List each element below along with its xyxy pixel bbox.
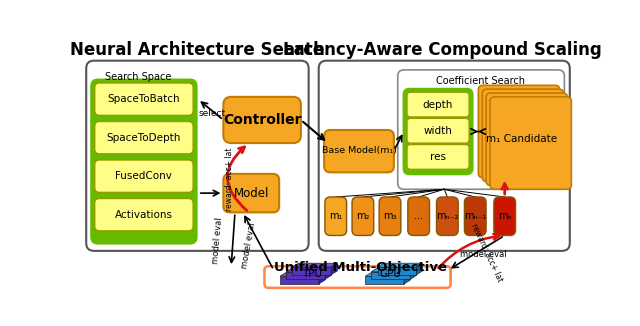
Text: reward: acc+ lat: reward: acc+ lat (225, 147, 234, 211)
Text: reward: acc+ lat: reward: acc+ lat (469, 223, 504, 284)
FancyBboxPatch shape (379, 197, 401, 235)
FancyBboxPatch shape (482, 89, 564, 182)
Text: select: select (198, 109, 225, 118)
FancyBboxPatch shape (436, 197, 458, 235)
Polygon shape (286, 268, 331, 272)
Text: m₂: m₂ (356, 211, 369, 221)
FancyBboxPatch shape (264, 266, 451, 288)
Polygon shape (319, 273, 325, 284)
FancyBboxPatch shape (92, 80, 196, 243)
Text: m₁: m₁ (329, 211, 342, 221)
FancyBboxPatch shape (486, 93, 568, 185)
FancyBboxPatch shape (407, 145, 469, 169)
Polygon shape (365, 276, 404, 284)
Text: model eval: model eval (241, 222, 257, 269)
Text: mₙ₋₂: mₙ₋₂ (436, 211, 458, 221)
Text: width: width (424, 126, 452, 136)
Text: mₙ: mₙ (498, 211, 511, 221)
Text: FusedConv: FusedConv (115, 171, 172, 181)
FancyBboxPatch shape (319, 61, 570, 251)
Text: Base Model(m₁): Base Model(m₁) (321, 146, 397, 155)
FancyBboxPatch shape (223, 174, 279, 212)
FancyBboxPatch shape (404, 89, 472, 174)
Polygon shape (371, 272, 410, 279)
FancyBboxPatch shape (407, 118, 469, 143)
FancyBboxPatch shape (490, 97, 572, 189)
Text: m₃: m₃ (383, 211, 397, 221)
FancyBboxPatch shape (465, 197, 486, 235)
Text: GPU: GPU (379, 269, 401, 279)
Polygon shape (292, 263, 337, 267)
Text: depth: depth (423, 99, 453, 110)
FancyBboxPatch shape (325, 197, 347, 235)
Polygon shape (280, 276, 319, 284)
FancyBboxPatch shape (478, 85, 560, 178)
Polygon shape (410, 268, 417, 279)
Text: model eval: model eval (460, 250, 506, 259)
FancyBboxPatch shape (95, 199, 193, 231)
Polygon shape (404, 273, 410, 284)
FancyBboxPatch shape (407, 92, 469, 117)
FancyBboxPatch shape (95, 122, 193, 154)
Text: Search Space: Search Space (105, 72, 171, 82)
Polygon shape (280, 273, 325, 276)
FancyBboxPatch shape (272, 266, 451, 286)
Text: SpaceToDepth: SpaceToDepth (106, 133, 180, 143)
Polygon shape (378, 263, 422, 267)
Text: Coefficient Search: Coefficient Search (436, 76, 525, 86)
FancyBboxPatch shape (408, 197, 429, 235)
FancyBboxPatch shape (86, 61, 308, 251)
FancyBboxPatch shape (223, 97, 301, 143)
Text: m₁ Candidate: m₁ Candidate (486, 134, 557, 144)
Polygon shape (365, 273, 410, 276)
FancyBboxPatch shape (324, 130, 394, 172)
Text: TPU: TPU (303, 269, 323, 279)
FancyBboxPatch shape (352, 197, 374, 235)
Text: Latency-Aware Compound Scaling: Latency-Aware Compound Scaling (284, 41, 602, 59)
Polygon shape (325, 268, 331, 279)
Text: res: res (430, 152, 446, 162)
Text: Controller: Controller (223, 113, 301, 127)
Text: Unified Multi-Objective: Unified Multi-Objective (274, 261, 447, 274)
FancyBboxPatch shape (95, 160, 193, 192)
Text: Activations: Activations (115, 210, 173, 220)
FancyBboxPatch shape (397, 70, 564, 189)
Polygon shape (378, 267, 417, 275)
Polygon shape (371, 268, 417, 272)
Text: model eval: model eval (211, 217, 224, 264)
Polygon shape (417, 263, 422, 275)
FancyBboxPatch shape (494, 197, 516, 235)
FancyBboxPatch shape (95, 83, 193, 115)
Text: Neural Architecture Search: Neural Architecture Search (70, 41, 325, 59)
Text: SpaceToBatch: SpaceToBatch (108, 94, 180, 104)
FancyBboxPatch shape (272, 266, 451, 288)
Polygon shape (331, 263, 337, 275)
Polygon shape (286, 272, 325, 279)
Polygon shape (292, 267, 331, 275)
Text: mₙ₋₁: mₙ₋₁ (464, 211, 486, 221)
Text: ...: ... (414, 211, 423, 221)
Text: Model: Model (234, 186, 269, 200)
